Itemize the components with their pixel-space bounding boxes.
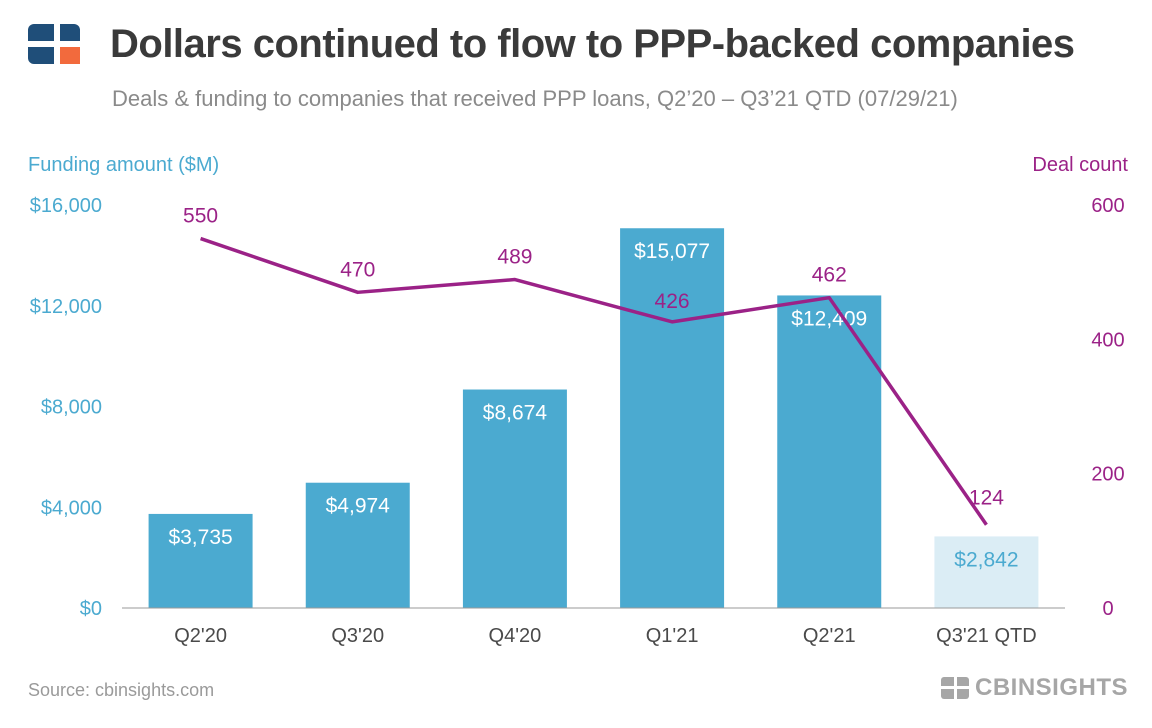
deal-count-label: 462	[812, 264, 847, 287]
deal-count-label: 550	[183, 205, 218, 228]
source-note: Source: cbinsights.com	[28, 680, 215, 700]
left-axis-tick-label: $4,000	[41, 497, 102, 519]
chart-title: Dollars continued to flow to PPP-backed …	[110, 22, 1075, 66]
x-axis-category-label: Q2'20	[174, 625, 227, 647]
bar-value-label: $15,077	[634, 240, 710, 263]
deal-count-label: 426	[655, 290, 690, 313]
bar-value-label: $4,974	[326, 495, 391, 518]
bar-value-label: $3,735	[168, 526, 232, 549]
x-axis-category-label: Q3'21 QTD	[936, 625, 1037, 647]
bar-4	[777, 295, 882, 608]
x-axis-category-label: Q4'20	[489, 625, 542, 647]
deal-count-label: 124	[969, 487, 1004, 510]
left-axis-tick-label: $8,000	[41, 397, 102, 419]
cbinsights-logo-icon	[28, 24, 80, 64]
bar-3	[620, 228, 725, 609]
bar-5	[934, 536, 1039, 608]
right-axis-tick-label: 0	[1102, 598, 1113, 620]
x-axis-category-label: Q2'21	[803, 625, 856, 647]
bar-2	[462, 389, 567, 608]
left-axis-tick-label: $16,000	[30, 195, 102, 217]
x-axis-category-label: Q3'20	[331, 625, 384, 647]
brand-wordmark: CBINSIGHTS	[974, 674, 1128, 701]
bar-value-label: $2,842	[954, 548, 1018, 571]
left-axis-tick-label: $12,000	[30, 296, 102, 318]
bar-value-label: $8,674	[483, 402, 548, 425]
bar-0	[148, 513, 253, 608]
right-axis-tick-label: 400	[1091, 329, 1124, 351]
left-axis-title: Funding amount ($M)	[28, 154, 220, 176]
bar-1	[305, 482, 410, 608]
deal-count-label: 489	[497, 246, 532, 269]
x-axis-category-label: Q1'21	[646, 625, 699, 647]
cbinsights-mark-icon	[940, 677, 969, 699]
deal-count-label: 470	[340, 258, 375, 281]
deal-count-line	[200, 236, 988, 526]
left-axis-tick-label: $0	[80, 598, 102, 620]
bar-value-label: $12,409	[791, 307, 867, 330]
right-axis-tick-label: 200	[1091, 464, 1124, 486]
chart-subtitle: Deals & funding to companies that receiv…	[112, 86, 958, 111]
brand-footer: CBINSIGHTS	[940, 674, 1128, 702]
right-axis-title: Deal count	[1032, 154, 1128, 176]
right-axis-tick-label: 600	[1091, 195, 1124, 217]
